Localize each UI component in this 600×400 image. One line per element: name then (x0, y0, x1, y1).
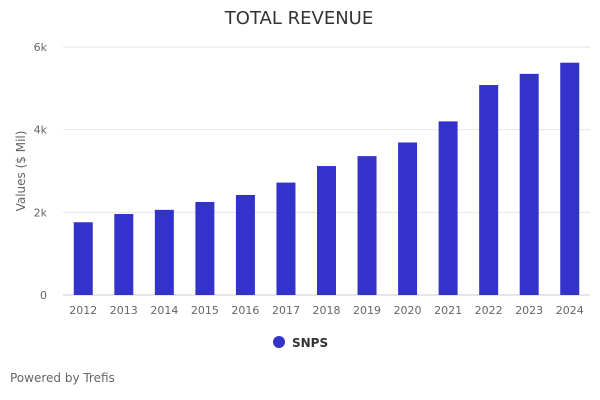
x-tick-label: 2023 (515, 304, 543, 317)
y-tick-label: 6k (34, 41, 48, 54)
x-tick-label: 2021 (434, 304, 462, 317)
bar-2017[interactable] (276, 182, 296, 295)
bar-2021[interactable] (438, 121, 458, 296)
x-tick-label: 2024 (556, 304, 584, 317)
y-tick-label: 0 (40, 289, 47, 302)
y-axis-ticks: 0 2k 4k 6k (34, 41, 48, 302)
x-tick-label: 2015 (191, 304, 219, 317)
bar-2014[interactable] (154, 209, 174, 295)
bar-2020[interactable] (398, 142, 418, 295)
bar-2019[interactable] (357, 156, 377, 295)
y-axis-title: Values ($ Mil) (14, 131, 28, 212)
x-tick-label: 2013 (110, 304, 138, 317)
legend-label-snps[interactable]: SNPS (292, 336, 328, 350)
x-tick-label: 2018 (313, 304, 341, 317)
x-tick-label: 2012 (69, 304, 97, 317)
y-tick-label: 2k (34, 206, 48, 219)
x-tick-label: 2019 (353, 304, 381, 317)
bar-2018[interactable] (317, 166, 336, 295)
x-tick-label: 2020 (394, 304, 422, 317)
bar-2022[interactable] (479, 85, 499, 295)
x-tick-label: 2014 (150, 304, 178, 317)
x-tick-label: 2016 (231, 304, 259, 317)
y-tick-label: 4k (34, 124, 48, 137)
bar-2012[interactable] (73, 222, 93, 295)
x-tick-label: 2022 (475, 304, 503, 317)
bar-2016[interactable] (235, 194, 255, 295)
legend-marker-snps[interactable] (273, 336, 285, 348)
bar-2013[interactable] (114, 213, 134, 295)
bar-2015[interactable] (195, 202, 215, 295)
powered-by-credit[interactable]: Powered by Trefis (10, 371, 115, 385)
bar-2023[interactable] (519, 73, 539, 295)
legend[interactable]: SNPS (273, 336, 328, 350)
bar-series (73, 62, 580, 296)
chart-title: TOTAL REVENUE (224, 8, 373, 29)
x-axis-ticks: 2012 2013 2014 2015 2016 2017 2018 2019 2020 2021… (69, 304, 583, 317)
x-tick-label: 2017 (272, 304, 300, 317)
bar-2024[interactable] (560, 62, 580, 295)
